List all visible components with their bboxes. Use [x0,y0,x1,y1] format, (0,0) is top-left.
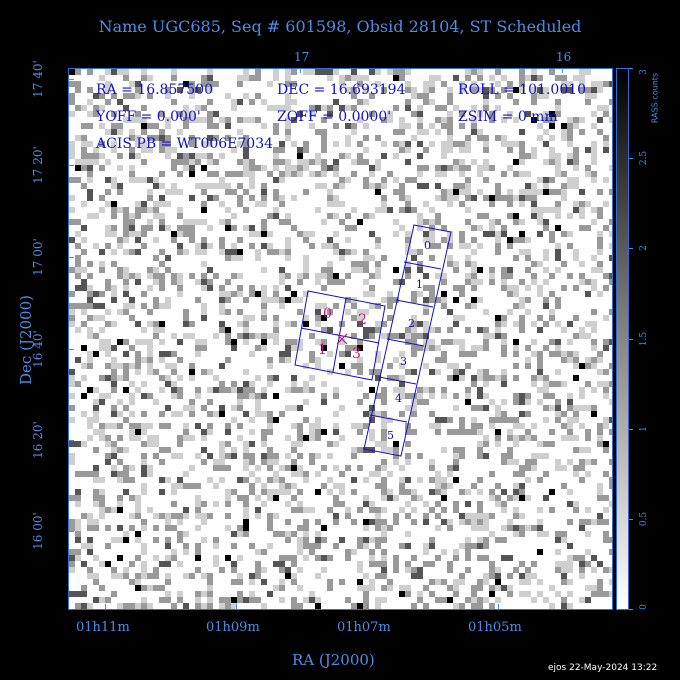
zsim-value: ZSIM = 0 mm [458,109,558,125]
field-of-view-overlay [294,224,452,457]
chip-outline [300,327,380,344]
x-axis-label: RA (J2000) [292,651,375,669]
axis-tick [68,531,74,532]
dec-value: DEC = 16.693194 [277,82,406,98]
colorbar-tick [629,248,633,249]
aimpoint-marker [336,333,348,345]
axis-tick [236,604,237,610]
chip-label: 1 [416,278,423,291]
chip-label: 3 [352,346,361,362]
axis-tick [562,68,563,73]
colorbar-tick [629,429,633,430]
axis-tick [68,257,74,258]
chip-label: 2 [408,317,415,330]
roll-value: ROLL = 101.0010 [458,82,587,98]
axis-tick [498,604,499,610]
y-tick-label: 16 00' [31,512,45,550]
colorbar-tick-label: 3 [639,69,649,75]
colorbar-tick-label: 2.5 [639,150,649,166]
axis-tick [68,165,74,166]
colorbar-tick-label: 0 [639,604,649,610]
colorbar-label: RASS counts [650,72,660,124]
zoff-value: ZOFF = 0.0000' [277,109,392,125]
top-tick-17: 17 [294,50,310,64]
chip-label: 2 [358,312,367,328]
x-tick-label: 01h07m [337,620,391,635]
colorbar-tick-label: 1.5 [639,331,649,347]
chip-outline [369,414,408,423]
axis-tick [105,604,106,610]
chip-outline [386,338,425,347]
y-axis-label: Dec (J2000) [17,295,35,385]
y-tick-label: 17 00' [31,238,45,276]
rass-noise-map [69,69,612,609]
chip-label: 0 [424,239,431,252]
ra-value: RA = 16.857500 [96,82,213,98]
colorbar-tick [629,68,633,69]
y-tick-label: 17 20' [31,146,45,184]
yoff-value: YOFF = 0.000' [96,109,201,125]
colorbar-tick [629,519,633,520]
chip-outline [403,261,442,270]
axis-tick [68,440,74,441]
chip-outline [395,299,434,308]
chip-outline [363,224,452,457]
colorbar [616,68,629,610]
chip-outline [378,376,417,385]
colorbar-tick-label: 1 [639,426,649,432]
top-tick-16: 16 [556,50,572,64]
axis-tick [68,349,74,350]
x-tick-label: 01h11m [76,620,130,635]
colorbar-tick [629,158,633,159]
sky-image: RA = 16.857500 DEC = 16.693194 ROLL = 10… [68,68,613,610]
footer-timestamp: ejos 22-May-2024 13:22 [548,663,658,673]
page-title: Name UGC685, Seq # 601598, Obsid 28104, … [98,17,582,36]
y-tick-label: 16 20' [31,421,45,459]
colorbar-tick-label: 0.5 [639,511,649,527]
chip-label: 1 [318,342,327,358]
x-tick-label: 01h05m [468,620,522,635]
chip-label: 3 [400,355,407,368]
axis-tick [300,68,301,73]
colorbar-tick [629,609,633,610]
x-tick-label: 01h09m [206,620,260,635]
y-tick-label: 17 40' [31,60,45,98]
axis-tick [367,604,368,610]
colorbar-tick-label: 2 [639,245,649,251]
chip-label: 4 [395,392,402,405]
acis-value: ACIS PB = WT006E7034 [96,136,274,152]
colorbar-tick [629,339,633,340]
chip-label: 5 [387,429,394,442]
axis-tick [68,79,74,80]
chip-label: 0 [323,306,332,322]
chip-outline [294,290,386,381]
